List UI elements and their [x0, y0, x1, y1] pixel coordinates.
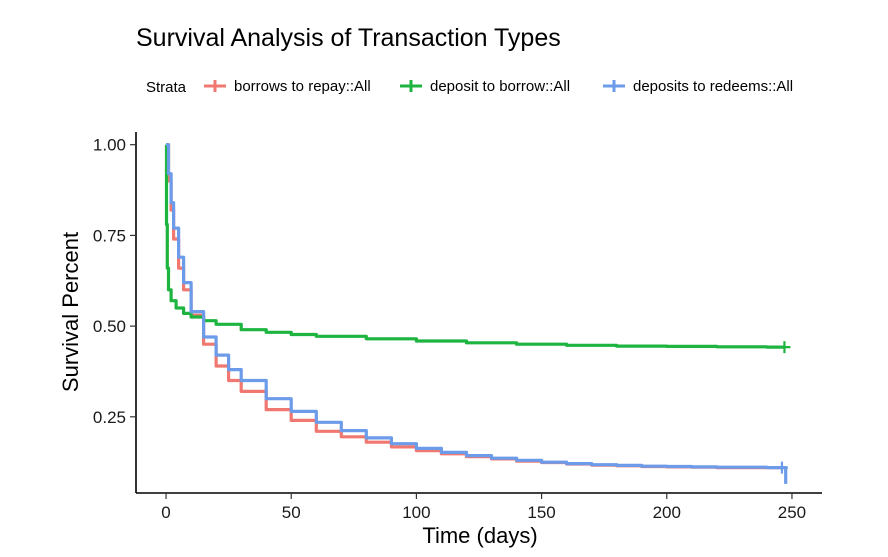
- legend-item: borrows to repay::All: [204, 78, 371, 95]
- series-line: [166, 143, 788, 484]
- legend-item: deposit to borrow::All: [400, 78, 570, 95]
- series-2: [164, 143, 791, 354]
- x-tick-label: 150: [527, 503, 555, 522]
- series-1: [166, 143, 785, 470]
- legend-items: borrows to repay::All deposit to borrow::…: [204, 78, 793, 95]
- x-axis-title: Time (days): [422, 523, 537, 548]
- censor-mark: [778, 341, 791, 354]
- legend-label: deposits to redeems::All: [633, 78, 793, 95]
- x-tick-label: 0: [161, 503, 170, 522]
- legend-key: [603, 80, 625, 92]
- legend-label: deposit to borrow::All: [430, 78, 570, 95]
- legend: Strata borrows to repay::All deposit to b…: [146, 78, 793, 96]
- x-axis: 0 50 100 150 200 250: [136, 492, 822, 522]
- series-line: [164, 143, 785, 349]
- series-3: [166, 143, 788, 484]
- x-tick-label: 200: [653, 503, 681, 522]
- legend-key: [204, 80, 226, 92]
- y-tick-label: 0.25: [93, 408, 126, 427]
- legend-item: deposits to redeems::All: [603, 78, 793, 95]
- x-tick-label: 100: [402, 503, 430, 522]
- y-tick-label: 1.00: [93, 136, 126, 155]
- y-ticks: 0.25 0.50 0.75 1.00: [93, 136, 136, 427]
- series-line: [166, 143, 785, 470]
- y-tick-label: 0.50: [93, 317, 126, 336]
- censor-mark: [775, 461, 788, 474]
- chart-title: Survival Analysis of Transaction Types: [136, 24, 561, 52]
- x-tick-label: 250: [778, 503, 806, 522]
- legend-label: borrows to repay::All: [234, 78, 371, 95]
- y-axis: 0.25 0.50 0.75 1.00: [93, 132, 137, 493]
- y-tick-label: 0.75: [93, 226, 126, 245]
- x-tick-label: 50: [282, 503, 301, 522]
- plot-series: [164, 143, 791, 484]
- y-axis-title: Survival Percent: [58, 232, 83, 392]
- x-ticks: 0 50 100 150 200 250: [161, 493, 806, 522]
- legend-title: Strata: [146, 79, 187, 96]
- legend-key: [400, 80, 422, 92]
